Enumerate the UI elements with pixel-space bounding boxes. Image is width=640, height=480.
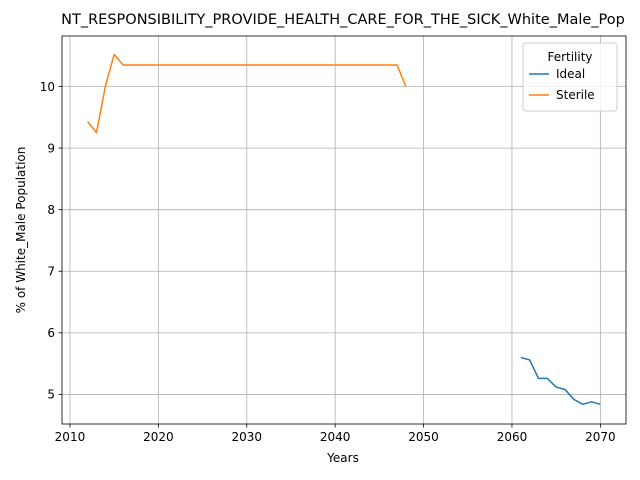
x-tick-label: 2020 (143, 430, 174, 444)
legend-title: Fertility (547, 50, 592, 64)
plot-series (87, 53, 601, 406)
y-tick-label: 10 (40, 80, 55, 94)
x-tick-label: 2050 (408, 430, 439, 444)
series-line-sterile (87, 53, 407, 134)
grid (62, 36, 626, 424)
x-axis-ticks: 2010 2020 2030 2040 2050 2060 2070 (55, 424, 616, 444)
y-tick-label: 6 (47, 326, 55, 340)
y-tick-label: 9 (47, 141, 55, 155)
x-tick-label: 2060 (497, 430, 528, 444)
y-axis-label: % of White_Male Population (14, 147, 28, 314)
legend-entry-sterile: Sterile (556, 88, 595, 102)
x-axis-label: Years (326, 451, 359, 465)
series-line-ideal (520, 356, 601, 406)
x-tick-label: 2070 (585, 430, 616, 444)
legend-entries: Ideal Sterile (529, 67, 595, 102)
chart-title: NT_RESPONSIBILITY_PROVIDE_HEALTH_CARE_FO… (61, 12, 625, 28)
y-tick-label: 7 (47, 265, 55, 279)
x-tick-label: 2010 (55, 430, 86, 444)
axes-frame (61, 35, 627, 425)
legend-entry-ideal: Ideal (556, 67, 585, 81)
legend-box (522, 42, 618, 112)
x-tick-label: 2030 (231, 430, 262, 444)
legend: Fertility Ideal Sterile (522, 42, 618, 112)
y-tick-label: 8 (47, 203, 55, 217)
x-tick-label: 2040 (320, 430, 351, 444)
y-axis-ticks: 5 6 7 8 9 10 (40, 80, 62, 402)
y-tick-label: 5 (47, 388, 55, 402)
